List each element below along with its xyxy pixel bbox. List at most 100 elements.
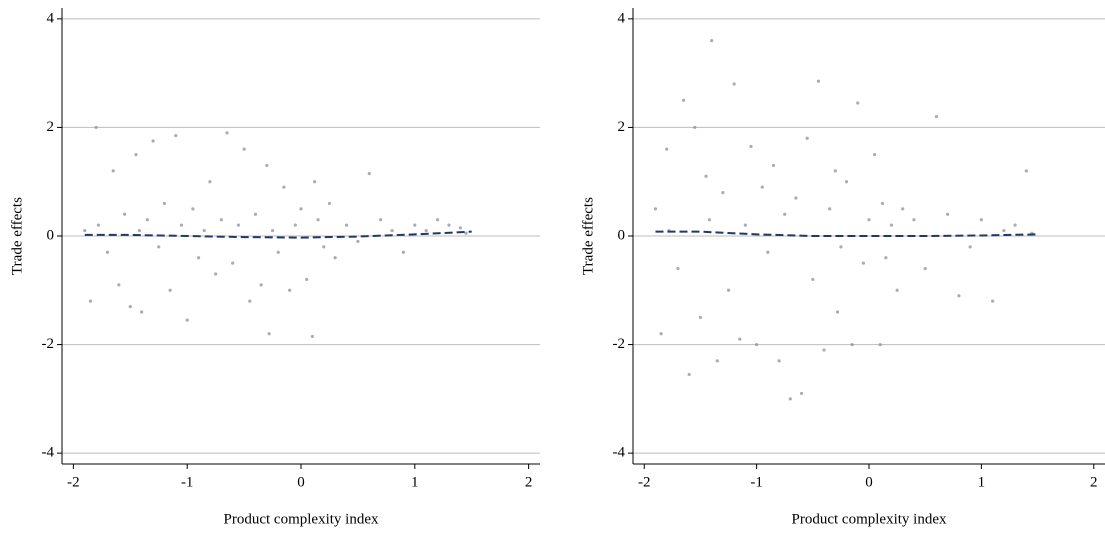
point [828, 207, 832, 211]
point [946, 212, 950, 216]
y-tick-label: 0 [618, 227, 626, 243]
point [344, 223, 349, 227]
point [105, 250, 110, 254]
point [137, 228, 141, 233]
point [880, 201, 885, 206]
point [687, 372, 691, 377]
point [299, 207, 303, 211]
point [310, 334, 314, 339]
point [934, 114, 939, 119]
point [96, 223, 101, 227]
point [322, 245, 326, 249]
point [710, 38, 714, 43]
point [179, 223, 184, 227]
point [151, 139, 155, 143]
point [305, 277, 309, 282]
point [111, 169, 115, 173]
point [1024, 169, 1028, 173]
point [208, 180, 212, 184]
x-tick-label: -1 [750, 474, 763, 490]
point [1013, 223, 1017, 227]
point [145, 218, 149, 222]
x-tick-label: 0 [297, 474, 305, 490]
x-tick-label: -1 [181, 474, 194, 490]
point [265, 163, 269, 168]
point [979, 218, 983, 222]
y-tick-label: -4 [42, 445, 55, 461]
point [270, 228, 275, 233]
point [140, 310, 144, 314]
point [1002, 228, 1006, 233]
point [231, 261, 235, 265]
point [196, 256, 201, 260]
point [794, 196, 798, 200]
point [282, 185, 286, 189]
point [867, 218, 871, 222]
point [715, 359, 719, 363]
point [157, 245, 161, 249]
point [219, 218, 223, 222]
y-axis-label: Trade effects [580, 197, 596, 275]
fit-line [655, 230, 1038, 237]
point [191, 207, 195, 211]
point [293, 223, 297, 227]
point [850, 342, 854, 347]
point [288, 288, 292, 292]
point [236, 223, 241, 227]
point [134, 152, 138, 157]
point [681, 98, 686, 102]
point [259, 283, 263, 287]
y-tick-label: 4 [47, 10, 55, 26]
x-tick-label: 1 [411, 474, 419, 490]
point [771, 163, 776, 168]
y-tick-label: 4 [618, 10, 626, 26]
point [168, 288, 172, 292]
point [799, 391, 804, 396]
point [738, 337, 742, 341]
x-tick-label: -2 [67, 474, 80, 490]
point [653, 207, 658, 211]
point [214, 272, 218, 276]
point [390, 228, 394, 233]
point [707, 218, 712, 222]
y-tick-label: 2 [618, 119, 626, 135]
point [122, 212, 127, 216]
point [783, 212, 787, 216]
point [693, 125, 697, 130]
x-tick-label: 2 [525, 474, 533, 490]
point [413, 223, 417, 227]
point [458, 226, 462, 230]
point [957, 294, 961, 298]
point [367, 171, 371, 176]
point [833, 169, 837, 173]
point [401, 250, 406, 254]
point [185, 318, 189, 322]
point [435, 218, 440, 222]
point [665, 147, 669, 151]
x-tick-label: -2 [638, 474, 651, 490]
point [276, 250, 280, 254]
point [88, 299, 93, 303]
point [128, 304, 132, 309]
point [333, 256, 337, 260]
point [873, 152, 877, 157]
point [162, 201, 167, 206]
x-tick-label: 2 [1090, 474, 1098, 490]
point [117, 283, 121, 287]
point [659, 332, 663, 336]
point [788, 397, 792, 401]
point [313, 180, 317, 184]
point [447, 223, 451, 227]
point [968, 245, 972, 249]
point [861, 261, 865, 265]
point [822, 348, 826, 352]
point [676, 266, 680, 271]
y-tick-label: -4 [613, 445, 626, 461]
point [912, 218, 916, 222]
y-tick-label: -2 [613, 336, 626, 352]
point [225, 131, 229, 135]
point [379, 218, 383, 222]
point [743, 223, 747, 227]
point [901, 207, 905, 211]
point [749, 144, 753, 149]
